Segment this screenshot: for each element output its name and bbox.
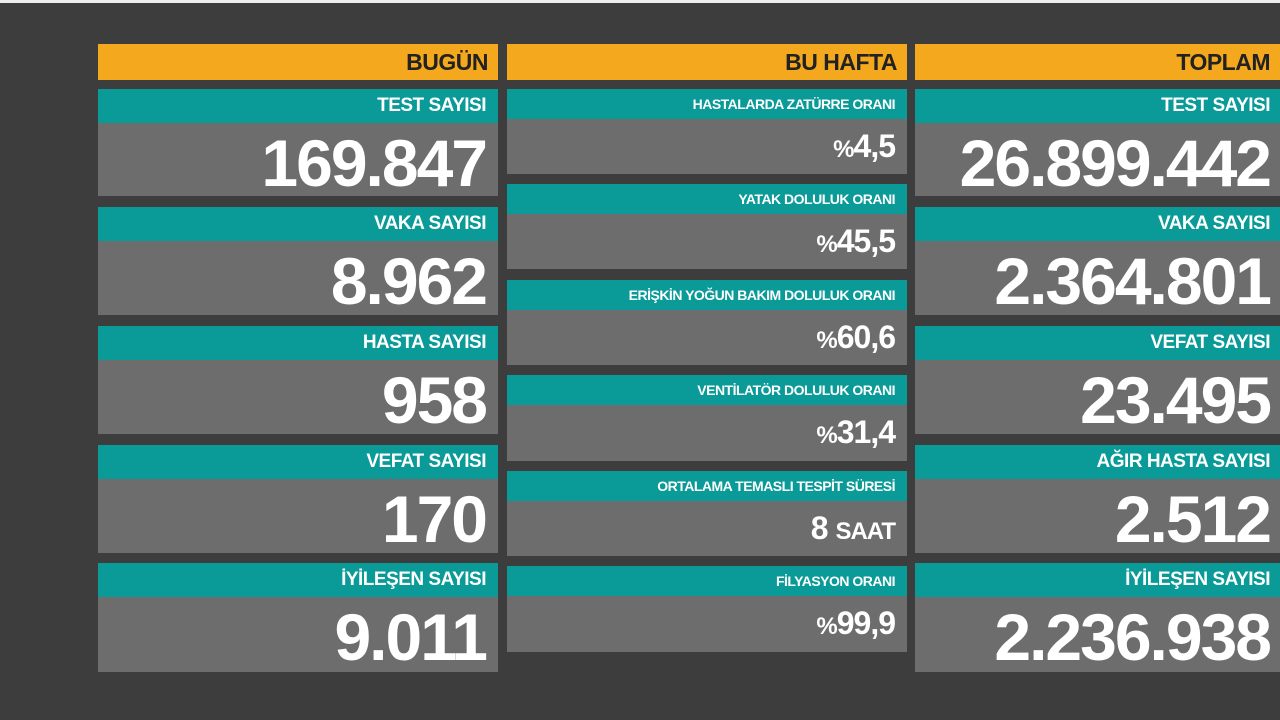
total-case-card: VAKA SAYISI 2.364.801 bbox=[915, 207, 1280, 318]
percent-sign: % bbox=[833, 136, 854, 163]
card-value: 8.962 bbox=[330, 244, 488, 318]
card-value: %60,6 bbox=[507, 310, 907, 368]
card-label: VAKA SAYISI bbox=[915, 207, 1280, 241]
card-value: %99,9 bbox=[507, 596, 907, 654]
week-contact-time-card: ORTALAMA TEMASLI TESPİT SÜRESİ 8 SAAT bbox=[507, 471, 907, 556]
card-label: TEST SAYISI bbox=[915, 89, 1280, 123]
percent-value: 60,6 bbox=[836, 319, 896, 355]
week-column: BU HAFTA HASTALARDA ZATÜRRE ORANI %4,5 Y… bbox=[507, 44, 907, 652]
card-label: İYİLEŞEN SAYISI bbox=[915, 563, 1280, 597]
card-label: İYİLEŞEN SAYISI bbox=[98, 563, 498, 597]
week-bed-card: YATAK DOLULUK ORANI %45,5 bbox=[507, 184, 907, 269]
total-death-card: VEFAT SAYISI 23.495 bbox=[915, 326, 1280, 437]
card-value: 23.495 bbox=[1080, 363, 1272, 437]
week-pneumonia-card: HASTALARDA ZATÜRRE ORANI %4,5 bbox=[507, 89, 907, 174]
percent-sign: % bbox=[816, 613, 837, 640]
card-label: YATAK DOLULUK ORANI bbox=[507, 184, 907, 214]
percent-value: 31,4 bbox=[836, 414, 896, 450]
card-value: 958 bbox=[381, 363, 488, 437]
card-value: 26.899.442 bbox=[959, 126, 1272, 200]
card-value: %31,4 bbox=[507, 405, 907, 463]
card-value: 2.512 bbox=[1114, 482, 1272, 556]
card-label: VEFAT SAYISI bbox=[98, 445, 498, 479]
total-column: TOPLAM TEST SAYISI 26.899.442 VAKA SAYIS… bbox=[915, 44, 1280, 674]
week-icu-card: ERİŞKİN YOĞUN BAKIM DOLULUK ORANI %60,6 bbox=[507, 280, 907, 365]
hours-unit: SAAT bbox=[835, 518, 896, 545]
top-border bbox=[0, 0, 1280, 3]
card-label: HASTALARDA ZATÜRRE ORANI bbox=[507, 89, 907, 119]
card-label: AĞIR HASTA SAYISI bbox=[915, 445, 1280, 479]
today-column: BUGÜN TEST SAYISI 169.847 VAKA SAYISI 8.… bbox=[98, 44, 498, 674]
card-value: 2.236.938 bbox=[994, 600, 1272, 674]
card-value: 169.847 bbox=[261, 126, 488, 200]
percent-value: 4,5 bbox=[853, 128, 896, 164]
total-severe-card: AĞIR HASTA SAYISI 2.512 bbox=[915, 445, 1280, 556]
hours-value: 8 bbox=[810, 510, 829, 546]
today-test-card: TEST SAYISI 169.847 bbox=[98, 89, 498, 200]
card-label: ERİŞKİN YOĞUN BAKIM DOLULUK ORANI bbox=[507, 280, 907, 310]
week-ventilator-card: VENTİLATÖR DOLULUK ORANI %31,4 bbox=[507, 375, 907, 461]
card-value: 9.011 bbox=[334, 600, 488, 674]
card-value: 170 bbox=[381, 482, 488, 556]
card-label: VEFAT SAYISI bbox=[915, 326, 1280, 360]
today-patient-card: HASTA SAYISI 958 bbox=[98, 326, 498, 437]
card-label: HASTA SAYISI bbox=[98, 326, 498, 360]
total-header: TOPLAM bbox=[915, 44, 1280, 80]
card-value: %45,5 bbox=[507, 214, 907, 272]
card-value: 2.364.801 bbox=[994, 244, 1272, 318]
percent-sign: % bbox=[816, 231, 837, 258]
percent-value: 45,5 bbox=[836, 223, 896, 259]
today-recovered-card: İYİLEŞEN SAYISI 9.011 bbox=[98, 563, 498, 674]
percent-sign: % bbox=[816, 422, 837, 449]
week-filiation-card: FİLYASYON ORANI %99,9 bbox=[507, 566, 907, 652]
week-header: BU HAFTA bbox=[507, 44, 907, 80]
card-label: VAKA SAYISI bbox=[98, 207, 498, 241]
today-case-card: VAKA SAYISI 8.962 bbox=[98, 207, 498, 318]
card-value: 8 SAAT bbox=[507, 501, 907, 559]
today-death-card: VEFAT SAYISI 170 bbox=[98, 445, 498, 556]
total-recovered-card: İYİLEŞEN SAYISI 2.236.938 bbox=[915, 563, 1280, 674]
card-label: ORTALAMA TEMASLI TESPİT SÜRESİ bbox=[507, 471, 907, 501]
today-header: BUGÜN bbox=[98, 44, 498, 80]
card-label: FİLYASYON ORANI bbox=[507, 566, 907, 596]
total-test-card: TEST SAYISI 26.899.442 bbox=[915, 89, 1280, 200]
card-value: %4,5 bbox=[507, 119, 907, 177]
percent-value: 99,9 bbox=[836, 605, 896, 641]
card-label: VENTİLATÖR DOLULUK ORANI bbox=[507, 375, 907, 405]
percent-sign: % bbox=[816, 327, 837, 354]
card-label: TEST SAYISI bbox=[98, 89, 498, 123]
